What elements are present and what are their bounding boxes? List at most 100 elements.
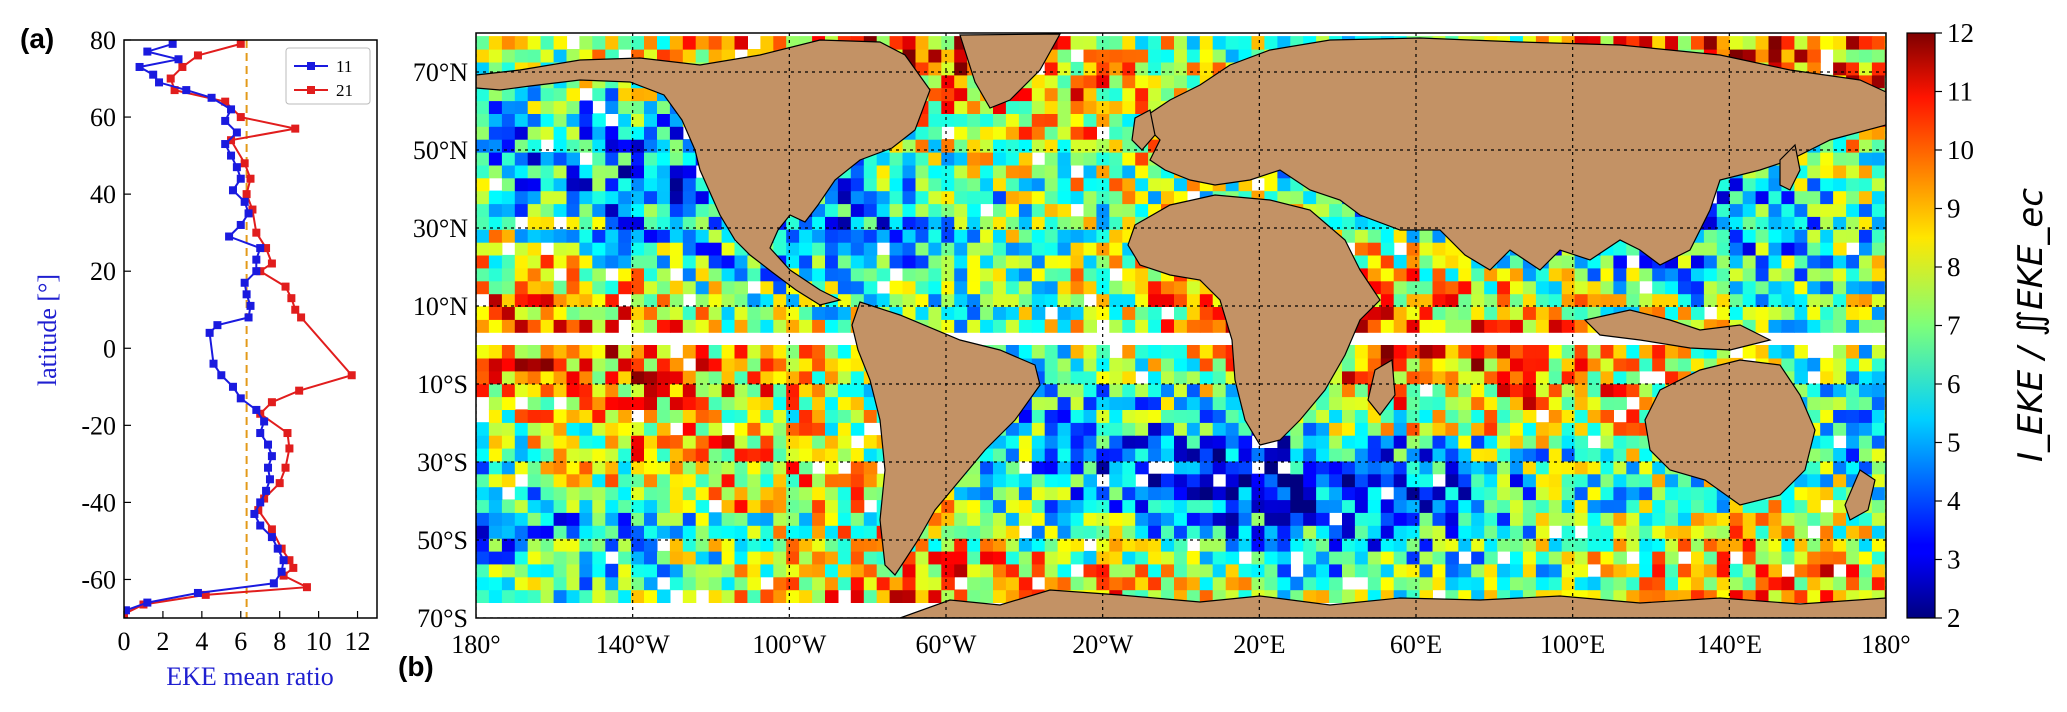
longitude-tick-label: 140°E [1697, 630, 1762, 659]
series-11-point [232, 128, 241, 137]
longitude-tick-label: 140°W [596, 630, 670, 659]
series-11-point [207, 93, 216, 102]
series-11-point [267, 452, 276, 461]
x-tick-label: 4 [195, 627, 208, 656]
series-11-point [182, 86, 191, 95]
series-21-point [281, 463, 290, 472]
longitude-tick-label: 180° [1861, 630, 1910, 659]
series-11-point [273, 544, 282, 553]
longitude-tick-label: 100°W [752, 630, 826, 659]
series-11-point [155, 78, 164, 87]
longitude-tick-label: 100°E [1540, 630, 1605, 659]
new-zealand-land [1844, 469, 1876, 521]
series-11-point [225, 232, 234, 241]
colorbar-tick-label: 10 [1947, 135, 1974, 165]
british-isles-land [1131, 109, 1156, 151]
series-21-point [227, 136, 236, 145]
x-tick-label: 12 [345, 627, 371, 656]
series-11-point [227, 151, 236, 160]
colorbar-tick-label: 6 [1947, 369, 1961, 399]
north-america-land [476, 39, 931, 306]
series-11-point [217, 371, 226, 380]
series-21-point [289, 563, 298, 572]
series-11-point [244, 209, 253, 218]
series-11-point [252, 267, 261, 276]
latitude-tick-label: 30°S [417, 448, 468, 477]
series-11-point [236, 174, 245, 183]
series-21-point [221, 97, 230, 106]
series-21-point [267, 525, 276, 534]
series-21-point [166, 74, 175, 83]
series-21-point [283, 429, 292, 438]
colorbar: 2 3 4 5 6 7 8 9 10 11 12 I_EKE / ∬EKE_ec [1906, 18, 2051, 633]
series-11-point [174, 55, 183, 64]
antarctica-land [899, 589, 1886, 618]
series-11-point [227, 105, 236, 114]
series-21-point [170, 86, 179, 95]
legend-label-21: 21 [336, 81, 353, 100]
series-21-point [193, 51, 202, 60]
longitude-tick-label: 60°W [916, 630, 977, 659]
series-11-point [209, 359, 218, 368]
series-21-point [178, 62, 187, 71]
series-21-point [291, 124, 300, 133]
series-11-point [221, 140, 230, 149]
panel-a-x-axis-label: EKE mean ratio [166, 662, 334, 691]
latitude-tick-label: 30°N [413, 214, 468, 243]
panel-label-b: (b) [398, 651, 434, 682]
y-tick-label: 0 [103, 334, 116, 363]
latitude-tick-label: 50°S [417, 526, 468, 555]
series-21-point [297, 313, 306, 322]
series-11-point [256, 498, 265, 507]
x-tick-label: 0 [118, 627, 131, 656]
latitude-tick-label: 10°N [413, 292, 468, 321]
longitude-tick-label: 20°E [1233, 630, 1285, 659]
longitude-tick-label: 180° [451, 630, 500, 659]
series-11-point [260, 417, 269, 426]
series-21-point [347, 371, 356, 380]
series-11-point [264, 463, 273, 472]
series-11-point [221, 116, 230, 125]
series-11-point [228, 186, 237, 195]
series-21-point [267, 259, 276, 268]
legend-label-11: 11 [336, 57, 352, 76]
series-11-point [240, 278, 249, 287]
y-tick-label: 80 [90, 26, 116, 55]
greenland-land [959, 33, 1062, 109]
series-11-point [193, 588, 202, 597]
series-21-point [252, 228, 261, 237]
series-21-point [262, 244, 271, 253]
series-11-point [264, 440, 273, 449]
colorbar-tick-label: 11 [1947, 77, 1973, 107]
series-21-point [285, 556, 294, 565]
colorbar-tick-label: 7 [1947, 311, 1961, 341]
y-tick-label: 60 [90, 103, 116, 132]
series-11-point [236, 220, 245, 229]
longitude-tick-label: 20°W [1072, 630, 1133, 659]
series-21-point [295, 386, 304, 395]
series-11-point [246, 301, 255, 310]
legend-marker-21 [307, 86, 315, 94]
series-21-point [281, 282, 290, 291]
series-21-point [267, 398, 276, 407]
series-11-point [135, 62, 144, 71]
latitude-tick-label: 70°N [413, 58, 468, 87]
series-21-point [242, 190, 251, 199]
land-masses [476, 33, 1886, 618]
series-21-point [240, 159, 249, 168]
madagascar-land [1367, 359, 1396, 416]
y-tick-label: -60 [81, 565, 116, 594]
series-11-point [256, 429, 265, 438]
colorbar-gradient [1906, 32, 1936, 619]
x-tick-label: 10 [306, 627, 332, 656]
series-11-point [124, 606, 130, 615]
legend-marker-11 [307, 62, 315, 70]
series-11-point [168, 40, 177, 48]
colorbar-tick-label: 9 [1947, 194, 1961, 224]
series-11-point [213, 321, 222, 330]
series-21-point [236, 40, 245, 48]
panel-a-frame [123, 39, 378, 619]
series-21-point [302, 583, 311, 592]
